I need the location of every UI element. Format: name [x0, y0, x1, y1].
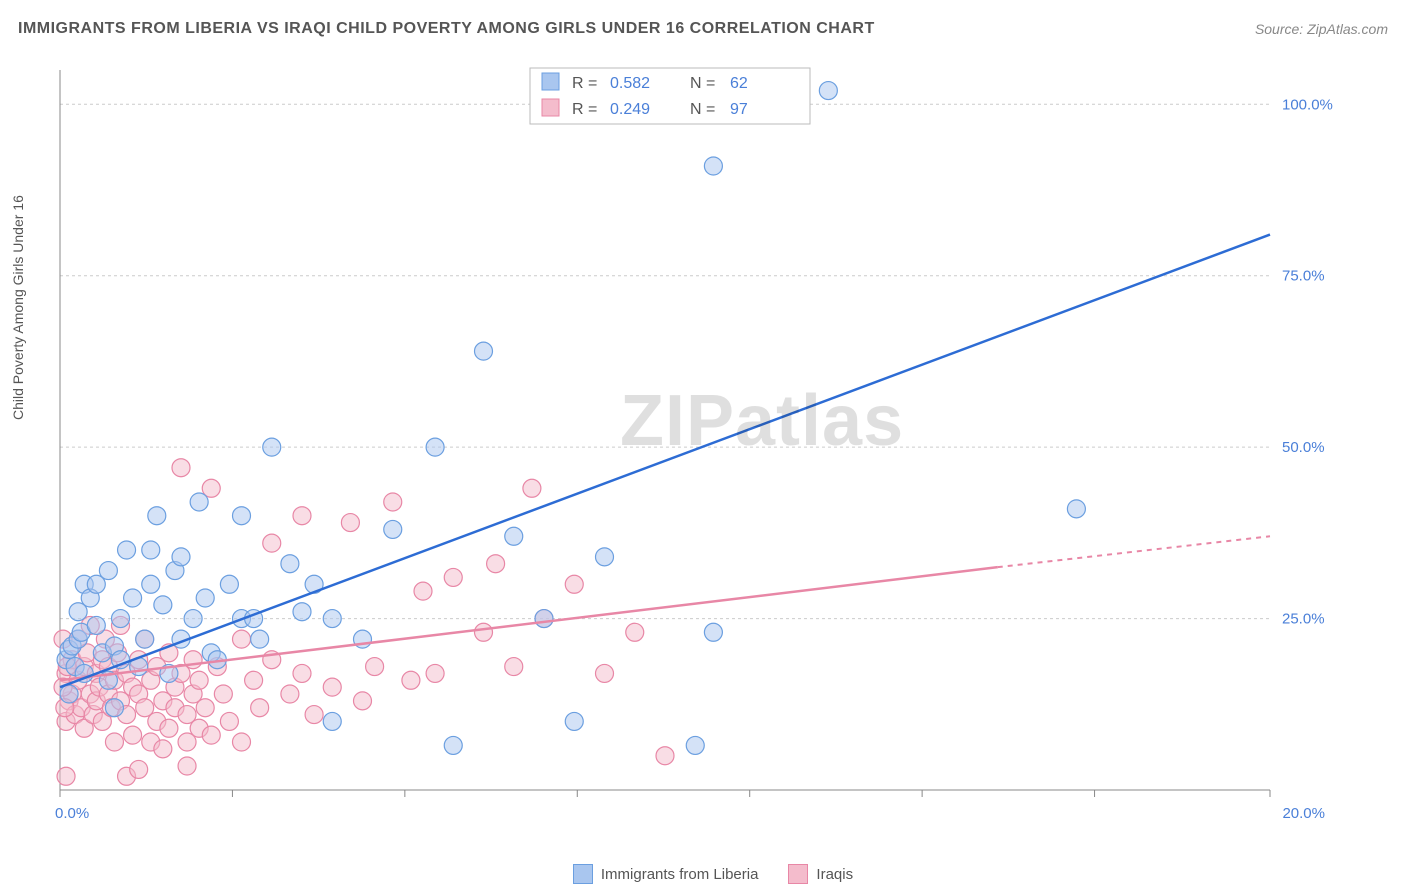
- svg-text:75.0%: 75.0%: [1282, 268, 1325, 285]
- y-axis-label: Child Poverty Among Girls Under 16: [10, 195, 26, 420]
- svg-text:0.582: 0.582: [610, 75, 650, 92]
- legend-label-b: Iraqis: [816, 866, 853, 883]
- legend-swatch-b: [788, 864, 808, 884]
- svg-text:R =: R =: [572, 75, 597, 92]
- svg-text:R =: R =: [572, 101, 597, 118]
- svg-text:62: 62: [730, 75, 748, 92]
- svg-text:0.249: 0.249: [610, 101, 650, 118]
- svg-text:20.0%: 20.0%: [1282, 805, 1325, 822]
- legend-swatch-a: [573, 864, 593, 884]
- scatter-plot: 25.0% 50.0% 75.0% 100.0% 0.0% 20.0% R = 0.582 N …: [50, 60, 1340, 830]
- svg-text:50.0%: 50.0%: [1282, 439, 1325, 456]
- svg-text:100.0%: 100.0%: [1282, 96, 1333, 113]
- legend-item-a: Immigrants from Liberia: [573, 864, 759, 884]
- source-label: Source: ZipAtlas.com: [1255, 21, 1388, 37]
- bottom-legend: Immigrants from Liberia Iraqis: [50, 864, 1376, 884]
- svg-text:N =: N =: [690, 75, 715, 92]
- svg-text:97: 97: [730, 101, 748, 118]
- legend-item-b: Iraqis: [788, 864, 853, 884]
- chart-title: IMMIGRANTS FROM LIBERIA VS IRAQI CHILD P…: [18, 20, 875, 38]
- chart-area: 25.0% 50.0% 75.0% 100.0% 0.0% 20.0% R = 0.582 N …: [50, 60, 1340, 830]
- legend-label-a: Immigrants from Liberia: [601, 866, 759, 883]
- svg-text:0.0%: 0.0%: [55, 805, 89, 822]
- svg-text:25.0%: 25.0%: [1282, 611, 1325, 628]
- svg-text:N =: N =: [690, 101, 715, 118]
- chart-header: IMMIGRANTS FROM LIBERIA VS IRAQI CHILD P…: [18, 20, 1388, 38]
